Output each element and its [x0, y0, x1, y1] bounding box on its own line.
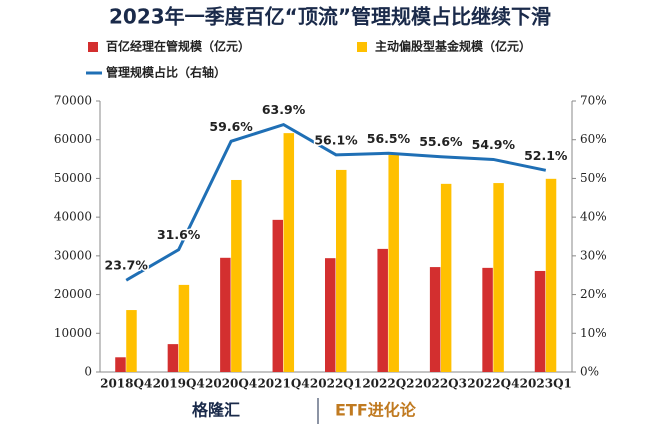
bar [493, 183, 504, 372]
bar [545, 178, 557, 372]
bar [534, 270, 546, 372]
x-tick-label: 2022Q4 [467, 377, 519, 391]
bar [126, 310, 137, 372]
y2-tick-label: 0% [580, 365, 599, 379]
bar [388, 154, 399, 372]
x-tick-label: 2022Q3 [415, 377, 467, 391]
y2-tick-label: 60% [580, 132, 607, 146]
source: ETF进化论 [335, 401, 417, 420]
y2-tick-label: 70% [580, 94, 607, 108]
data-label: 63.9% [262, 102, 306, 117]
legend-label: 百亿经理在管规模（亿元） [106, 39, 250, 54]
legend-label: 管理规模占比（右轴） [106, 65, 226, 80]
bar [325, 258, 336, 372]
chart-title: 2023年一季度百亿“顶流”管理规模占比继续下滑 [109, 5, 551, 29]
data-label: 56.1% [314, 132, 358, 147]
data-label: 54.9% [472, 137, 516, 152]
y-tick-label: 30000 [54, 248, 92, 262]
data-label: 55.6% [419, 134, 463, 149]
x-tick-label: 2019Q4 [153, 377, 205, 391]
bar [115, 357, 126, 372]
x-tick-label: 2021Q4 [257, 377, 309, 391]
y2-tick-label: 30% [580, 248, 607, 262]
y2-tick-label: 40% [580, 210, 607, 224]
x-tick-label: 2023Q1 [520, 377, 572, 391]
data-label: 56.5% [367, 131, 411, 146]
x-tick-label: 2022Q2 [362, 377, 414, 391]
y2-tick-label: 10% [580, 326, 607, 340]
bar [283, 133, 295, 372]
bar [429, 267, 441, 372]
y-tick-label: 0 [84, 365, 92, 379]
y-tick-label: 70000 [54, 94, 92, 108]
y-tick-label: 50000 [54, 171, 92, 185]
bar [377, 248, 388, 372]
bar [272, 219, 284, 372]
y-tick-label: 60000 [54, 132, 92, 146]
bar [440, 183, 452, 372]
data-label: 23.7% [105, 258, 149, 273]
line [125, 122, 547, 282]
y-tick-label: 20000 [54, 287, 92, 301]
legend-swatch [357, 42, 367, 52]
bar [336, 169, 347, 372]
y-tick-label: 40000 [54, 210, 92, 224]
x-tick-label: 2018Q4 [100, 377, 152, 391]
x-tick-label: 2020Q4 [205, 377, 257, 391]
bar [482, 267, 493, 372]
bar [231, 179, 242, 372]
legend-swatch [88, 42, 98, 52]
bar [220, 257, 231, 372]
y2-tick-label: 20% [580, 287, 607, 301]
data-label: 59.6% [209, 119, 253, 134]
y2-tick-label: 50% [580, 171, 607, 185]
legend-label: 主动偏股型基金规模（亿元） [375, 39, 531, 54]
bar [178, 284, 190, 372]
brand: 格隆汇 [192, 401, 240, 420]
y-tick-label: 10000 [54, 326, 92, 340]
data-label: 31.6% [157, 227, 201, 242]
data-label: 52.1% [524, 148, 568, 163]
bar [167, 344, 179, 372]
x-tick-label: 2022Q1 [310, 377, 362, 391]
